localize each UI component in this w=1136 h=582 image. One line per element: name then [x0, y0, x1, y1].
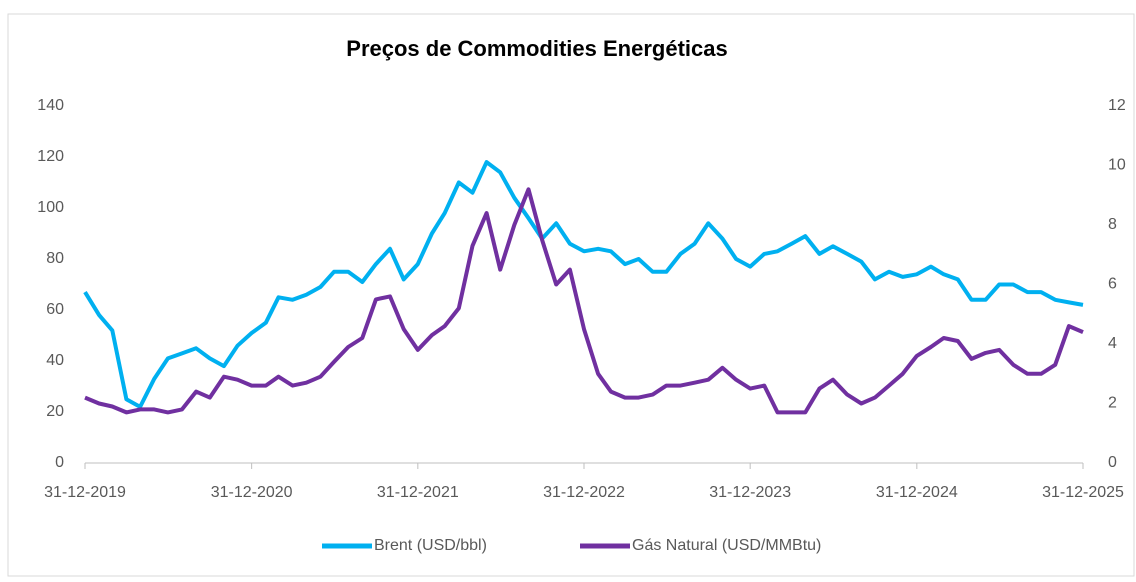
series-line	[84, 187, 1084, 415]
y-tick-label: 20	[46, 403, 64, 420]
legend-label: Gás Natural (USD/MMBtu)	[632, 537, 821, 554]
y2-tick-label: 4	[1108, 335, 1117, 352]
y2-tick-label: 0	[1108, 454, 1117, 471]
y2-tick-label: 12	[1108, 97, 1126, 114]
chart-border	[7, 13, 1135, 577]
y-tick-label: 40	[46, 352, 64, 369]
x-tick-label: 31-12-2020	[211, 484, 293, 501]
y2-tick-label: 2	[1108, 395, 1117, 412]
x-tick-label: 31-12-2023	[709, 484, 791, 501]
x-tick-label: 31-12-2025	[1042, 484, 1124, 501]
y-tick-label: 60	[46, 301, 64, 318]
y-tick-label: 80	[46, 250, 64, 267]
chart-title: Preços de Commodities Energéticas	[346, 36, 727, 61]
y2-tick-label: 6	[1108, 276, 1117, 293]
y-tick-label: 0	[55, 454, 64, 471]
x-tick-label: 31-12-2024	[876, 484, 958, 501]
x-tick-label: 31-12-2021	[377, 484, 459, 501]
x-tick-label: 31-12-2022	[543, 484, 625, 501]
y2-tick-label: 10	[1108, 157, 1126, 174]
y2-tick-label: 8	[1108, 216, 1117, 233]
x-tick-label: 31-12-2019	[44, 484, 126, 501]
series-line	[83, 160, 1084, 409]
y-tick-label: 140	[37, 97, 64, 114]
legend-label: Brent (USD/bbl)	[374, 537, 487, 554]
y-tick-label: 120	[37, 148, 64, 165]
y-tick-label: 100	[37, 199, 64, 216]
